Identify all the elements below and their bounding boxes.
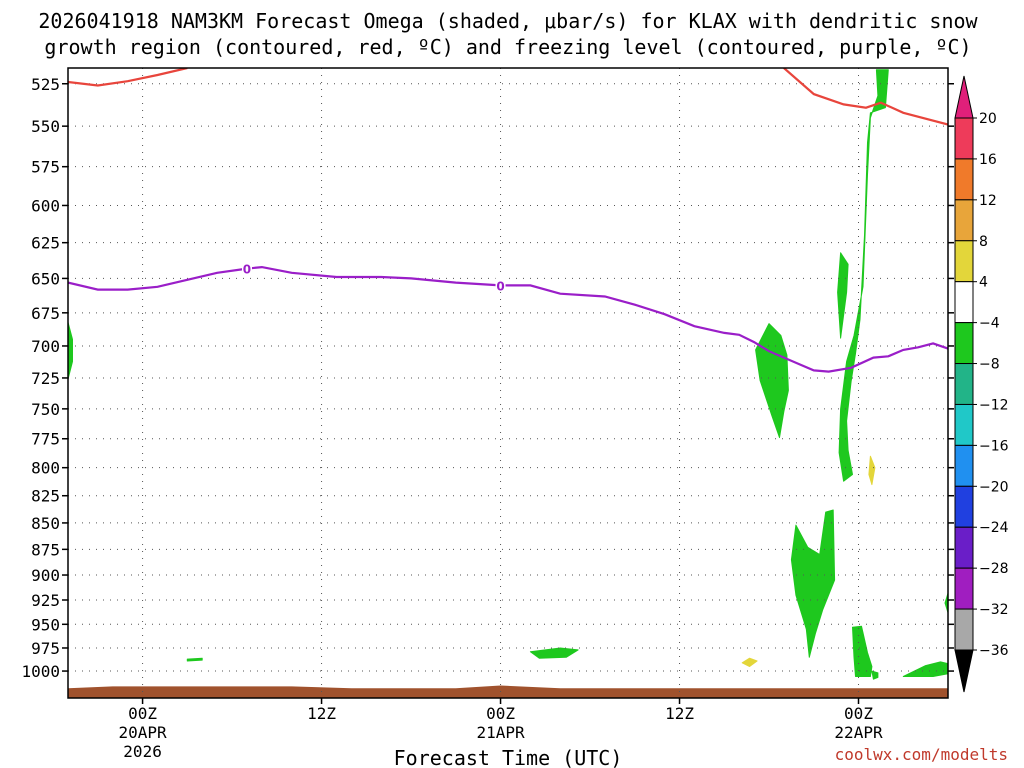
colorbar-bin-7	[954, 403, 974, 446]
colorbar-label-12: −32	[979, 602, 1009, 618]
colorbar-label-13: −36	[979, 643, 1009, 659]
colorbar-bin-3	[954, 240, 974, 283]
y-tick-label-625: 625	[31, 234, 60, 253]
colorbar-bin-0	[954, 117, 974, 160]
omega-region-9	[529, 647, 579, 659]
terrain-surface	[68, 685, 948, 698]
freezing-label-bg-1	[495, 277, 506, 292]
y-tick-label-525: 525	[31, 75, 60, 94]
y-tick-label-750: 750	[31, 400, 60, 419]
omega-region-5	[852, 625, 873, 677]
colorbar-bottom-arrow	[954, 649, 974, 693]
x-tick-label-24-0: 00Z	[486, 704, 515, 723]
colorbar-bin-11	[954, 567, 974, 610]
colorbar-bin-4	[954, 281, 974, 324]
x-tick-label-12-0: 12Z	[307, 704, 336, 723]
omega-region-2	[837, 252, 849, 339]
colorbar-bin-2	[954, 199, 974, 242]
chart-title-line2: growth region (contoured, red, ºC) and f…	[44, 35, 971, 59]
x-tick-label-0-2: 2026	[123, 742, 162, 761]
colorbar-bin-8	[954, 444, 974, 487]
colorbar-bin-5	[954, 322, 974, 365]
colorbar-bin-12	[954, 608, 974, 651]
freezing-level-label-1: 0	[496, 279, 504, 293]
y-tick-label-775: 775	[31, 430, 60, 449]
x-tick-label-0-1: 20APR	[118, 723, 167, 742]
colorbar-label-8: −16	[979, 438, 1009, 454]
y-tick-label-675: 675	[31, 304, 60, 323]
x-tick-label-36-0: 12Z	[665, 704, 694, 723]
y-tick-label-725: 725	[31, 369, 60, 388]
colorbar-label-4: 4	[979, 275, 988, 291]
freezing-level-line	[68, 265, 948, 373]
y-tick-label-550: 550	[31, 117, 60, 136]
y-tick-label-1000: 1000	[21, 662, 60, 681]
omega-region-12	[868, 455, 876, 486]
omega-region-10	[186, 657, 203, 662]
x-axis-label: Forecast Time (UTC)	[394, 746, 623, 768]
colorbar-label-7: −12	[979, 397, 1009, 413]
credit-text: coolwx.com/modelts	[835, 745, 1008, 764]
colorbar-bin-9	[954, 485, 974, 528]
y-tick-label-800: 800	[31, 459, 60, 478]
colorbar-label-5: −4	[979, 316, 1000, 332]
colorbar-top-arrow	[954, 75, 974, 119]
plot-content: 00	[68, 68, 948, 698]
freezing-label-bg-0	[241, 260, 252, 275]
y-axis-ticks: 525 550 575 600 625 650 675 700 725 750 775 800 825 8…	[21, 75, 954, 681]
x-tick-label-0-0: 00Z	[128, 704, 157, 723]
y-tick-label-700: 700	[31, 337, 60, 356]
colorbar-label-10: −24	[979, 520, 1009, 536]
y-tick-label-575: 575	[31, 158, 60, 177]
colorbar-bin-1	[954, 158, 974, 201]
y-tick-label-825: 825	[31, 487, 60, 506]
chart-title-line1: 2026041918 NAM3KM Forecast Omega (shaded…	[38, 9, 978, 33]
colorbar-label-1: 16	[979, 152, 997, 168]
y-tick-label-650: 650	[31, 269, 60, 288]
colorbar-bin-6	[954, 363, 974, 405]
colorbar-bin-10	[954, 526, 974, 569]
colorbar-legend: 20 16 12 8 4 −4 −8 −12 −16 −20 −24 −28 −32 −36	[954, 75, 1009, 693]
omega-region-8	[902, 661, 948, 677]
omega-region-3	[838, 69, 889, 482]
x-tick-label-48-0: 00Z	[844, 704, 873, 723]
colorbar-label-6: −8	[979, 357, 1000, 373]
plot-frame	[67, 67, 949, 699]
y-tick-label-900: 900	[31, 566, 60, 585]
y-tick-label-850: 850	[31, 514, 60, 533]
dgz-contour-line-0	[68, 68, 188, 87]
omega-region-4	[790, 509, 836, 658]
y-tick-label-600: 600	[31, 196, 60, 215]
colorbar-label-9: −20	[979, 479, 1009, 495]
y-tick-label-925: 925	[31, 591, 60, 610]
x-tick-label-24-1: 21APR	[476, 723, 525, 742]
colorbar-label-2: 12	[979, 193, 997, 209]
omega-region-6	[871, 670, 879, 680]
y-tick-label-950: 950	[31, 615, 60, 634]
y-tick-label-975: 975	[31, 639, 60, 658]
dgz-contour-line-1	[783, 68, 948, 126]
colorbar-label-11: −28	[979, 561, 1009, 577]
freezing-level-label-0: 0	[243, 263, 251, 277]
colorbar-label-3: 8	[979, 234, 988, 250]
y-tick-label-875: 875	[31, 540, 60, 559]
colorbar-label-0: 20	[979, 111, 997, 127]
x-tick-label-48-1: 22APR	[834, 723, 883, 742]
plot-area: 00	[67, 67, 949, 699]
omega-region-0	[68, 321, 73, 380]
omega-region-11	[741, 657, 758, 667]
omega-region-1	[755, 323, 789, 439]
